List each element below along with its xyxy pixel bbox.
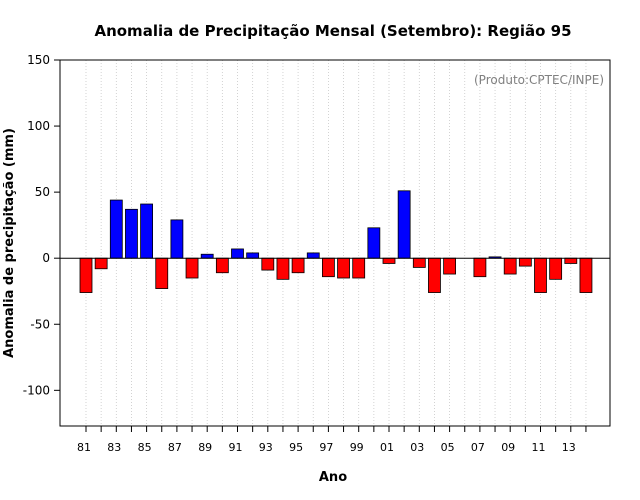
x-tick-label: 03 <box>410 441 424 454</box>
bar <box>125 208 138 259</box>
y-tick-label: -100 <box>23 383 50 397</box>
x-tick-label: 95 <box>289 441 303 454</box>
bar <box>94 257 108 270</box>
bars <box>79 190 593 293</box>
bar <box>367 227 381 259</box>
bar <box>549 257 563 280</box>
bar <box>473 257 487 278</box>
bar <box>382 257 396 264</box>
x-tick-label: 83 <box>107 441 121 454</box>
bar <box>534 257 547 293</box>
x-tick-label: 11 <box>532 441 546 454</box>
bar <box>352 257 366 279</box>
bar <box>140 203 154 259</box>
y-tick-label: 0 <box>42 251 50 265</box>
chart-title: Anomalia de Precipitação Mensal (Setembr… <box>94 22 571 40</box>
bar <box>291 257 305 274</box>
bar <box>321 257 335 278</box>
bar <box>170 219 184 259</box>
x-axis-label: Ano <box>319 470 347 485</box>
bar <box>412 257 426 268</box>
x-axis: 81 83 85 87 89 91 93 95 97 99 01 03 05 07 09 11 13 <box>77 426 587 454</box>
bar <box>428 257 441 293</box>
bar <box>276 257 290 280</box>
y-tick-label: -50 <box>30 317 50 331</box>
vertical-grid <box>85 60 587 426</box>
x-tick-label: 09 <box>501 441 515 454</box>
x-tick-label: 91 <box>229 441 243 454</box>
bar <box>337 257 350 279</box>
y-axis-label: Anomalia de precipitação (mm) <box>2 128 17 358</box>
x-tick-label: 99 <box>350 441 364 454</box>
plot-frame <box>59 59 611 427</box>
y-tick-label: 150 <box>27 53 50 67</box>
bar <box>261 257 275 271</box>
bar <box>306 252 320 259</box>
bar <box>109 199 123 259</box>
bar <box>503 257 517 275</box>
x-tick-label: 93 <box>259 441 273 454</box>
x-tick-label: 89 <box>198 441 212 454</box>
y-tick-label: 50 <box>35 185 50 199</box>
bar <box>564 257 578 264</box>
bar <box>231 248 244 259</box>
y-tick-label: 100 <box>27 119 50 133</box>
x-tick-label: 85 <box>138 441 152 454</box>
bar <box>518 257 532 267</box>
credit-text: (Produto:CPTEC/INPE) <box>474 73 604 87</box>
x-tick-label: 07 <box>471 441 485 454</box>
x-tick-label: 05 <box>441 441 455 454</box>
bar <box>579 257 593 293</box>
x-tick-label: 13 <box>562 441 576 454</box>
x-tick-label: 87 <box>168 441 182 454</box>
x-tick-label: 81 <box>77 441 91 454</box>
bar <box>397 190 411 259</box>
y-axis: -100 -50 0 50 100 150 <box>23 53 60 397</box>
x-tick-label: 01 <box>380 441 394 454</box>
bar <box>185 257 199 279</box>
bar <box>79 257 93 293</box>
bar <box>155 257 169 289</box>
bar <box>443 257 457 275</box>
x-tick-label: 97 <box>319 441 333 454</box>
bar <box>246 252 260 259</box>
bar <box>215 257 229 274</box>
bar <box>200 253 214 259</box>
